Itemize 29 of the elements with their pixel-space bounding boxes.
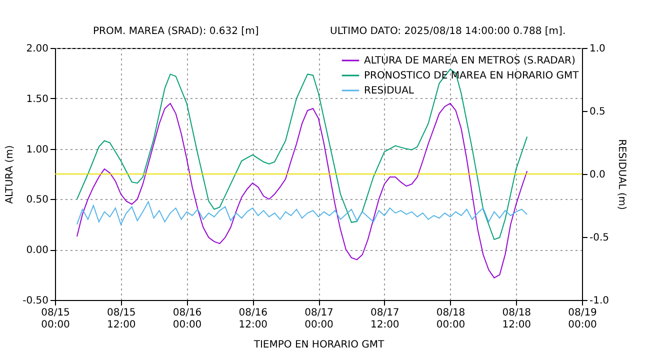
line-series [76, 201, 528, 225]
y-tick-label: 2.00 [26, 44, 48, 54]
y-tick-label: 0.00 [26, 245, 48, 256]
text: ULTIMO DATO: 2025/08/18 14:00:00 0.788 [m]. [330, 26, 566, 37]
y2-tick-label: -1.0 [590, 296, 610, 306]
x-tick-label: 08/17 12:00 [370, 308, 400, 330]
y-tick-label: 1.50 [26, 94, 48, 105]
x-tick-label: 08/17 00:00 [304, 308, 334, 330]
x-tick-label: 08/16 12:00 [238, 308, 268, 330]
legend-label: ALTURA DE MAREA EN METROS (S.RADAR) [364, 56, 576, 66]
y-tick-label: 1.00 [26, 144, 48, 156]
y-tick-label: 0.50 [26, 194, 48, 206]
y2-tick-label: -0.5 [590, 232, 610, 244]
y2-tick-label: 0.5 [590, 106, 606, 118]
y-tick-label: -0.50 [22, 296, 48, 306]
text: PROM. MAREA (SRAD): 0.632 [m] [93, 26, 259, 37]
x-tick-label: 08/15 12:00 [106, 308, 136, 330]
x-tick-label: 08/15 00:00 [41, 308, 70, 330]
x-tick-label: 08/18 00:00 [436, 308, 466, 330]
x-axis-title: TIEMPO EN HORARIO GMT [252, 340, 386, 350]
y2-tick-label: 0.0 [590, 170, 606, 180]
y-axis-title: ALTURA (m) [4, 145, 16, 204]
y2-axis-title: RESIDUAL (m) [616, 139, 628, 210]
legend-label: RESIDUAL [364, 86, 414, 96]
line-series [76, 102, 528, 278]
x-tick-label: 08/19 00:00 [568, 308, 597, 330]
x-tick-label: 08/16 00:00 [172, 308, 202, 330]
x-tick-label: 08/18 12:00 [502, 308, 532, 330]
y2-tick-label: 1.0 [590, 44, 606, 54]
